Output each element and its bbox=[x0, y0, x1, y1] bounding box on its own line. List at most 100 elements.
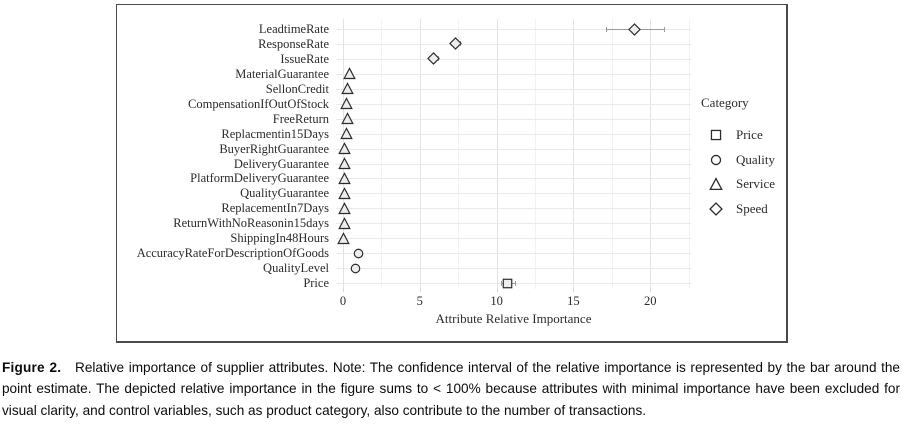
legend-icon-wrap bbox=[709, 201, 723, 216]
x-tick-label: 15 bbox=[567, 294, 580, 308]
y-axis-label: QualityGuarantee bbox=[240, 186, 329, 201]
service-triangle-marker bbox=[338, 216, 351, 230]
y-axis-labels: LeadtimeRate ResponseRate IssueRate Materia… bbox=[125, 19, 329, 290]
vertical-gridline-major bbox=[496, 19, 498, 289]
vertical-gridline-minor bbox=[458, 19, 460, 289]
y-axis-label: CompensationIfOutOfStock bbox=[188, 96, 329, 111]
row-gridline bbox=[336, 208, 691, 210]
y-axis-label: AccuracyRateForDescriptionOfGoods bbox=[136, 246, 329, 261]
x-axis: 0 5 10 15 20 bbox=[336, 289, 691, 309]
price-square-marker bbox=[501, 277, 514, 290]
row-gridline bbox=[336, 73, 691, 75]
triangle-icon bbox=[339, 97, 353, 110]
triangle-icon bbox=[338, 172, 351, 184]
y-axis-label: PlatformDeliveryGuarantee bbox=[190, 171, 329, 186]
vertical-gridline-major bbox=[573, 19, 575, 289]
triangle-icon bbox=[338, 157, 351, 170]
row-gridline bbox=[336, 268, 691, 269]
row-gridline bbox=[336, 43, 691, 45]
service-triangle-marker bbox=[342, 67, 356, 80]
legend-entry-service: Service bbox=[701, 172, 785, 197]
square-icon bbox=[502, 278, 513, 288]
confidence-interval-cap bbox=[515, 280, 516, 286]
speed-diamond-marker bbox=[448, 37, 462, 51]
row-gridline bbox=[336, 223, 691, 225]
legend-icon-wrap bbox=[709, 128, 723, 142]
triangle-icon bbox=[340, 127, 354, 140]
row-gridline bbox=[336, 163, 691, 165]
x-tick-label: 10 bbox=[490, 294, 503, 308]
y-axis-label: Price bbox=[303, 276, 329, 290]
figure-caption: Figure 2. Relative importance of supplie… bbox=[2, 357, 900, 421]
service-triangle-marker bbox=[341, 112, 354, 125]
legend-quality-circle-icon bbox=[710, 154, 722, 165]
triangle-icon bbox=[341, 112, 354, 125]
confidence-interval-cap bbox=[501, 280, 503, 286]
y-axis-label: LeadtimeRate bbox=[258, 22, 329, 36]
x-tick-mark bbox=[343, 289, 344, 292]
circle-icon bbox=[350, 263, 361, 273]
vertical-gridline-minor bbox=[611, 19, 613, 289]
x-tick-mark bbox=[573, 289, 575, 292]
confidence-interval-cap bbox=[605, 26, 607, 32]
legend-icon-wrap bbox=[709, 177, 723, 191]
y-axis-label: SellonCredit bbox=[265, 81, 329, 96]
y-axis-label: FreeReturn bbox=[272, 111, 329, 126]
y-axis-label: IssueRate bbox=[280, 51, 329, 66]
figure-caption-spacer bbox=[66, 360, 75, 375]
service-triangle-marker bbox=[338, 186, 352, 200]
legend-entry-price: Price bbox=[701, 123, 785, 148]
y-axis-label: ReplacementIn7Days bbox=[221, 201, 329, 216]
y-axis-label: ResponseRate bbox=[258, 36, 329, 51]
diamond-icon bbox=[427, 52, 440, 66]
diamond-icon bbox=[448, 37, 462, 51]
legend-entry-quality: Quality bbox=[701, 148, 785, 173]
x-tick-label: 5 bbox=[416, 294, 423, 308]
row-gridline bbox=[336, 29, 691, 30]
circle-icon bbox=[353, 248, 364, 258]
vertical-gridline-major bbox=[650, 19, 652, 289]
y-axis-label: Replacmentin15Days bbox=[221, 126, 329, 141]
legend-icon-wrap bbox=[709, 153, 723, 167]
vertical-gridline-major bbox=[419, 19, 421, 289]
legend-entry-speed: Speed bbox=[701, 197, 785, 222]
x-axis-title: Attribute Relative Importance bbox=[435, 311, 592, 326]
service-triangle-marker bbox=[339, 97, 353, 110]
triangle-icon bbox=[338, 201, 351, 214]
vertical-gridline-minor bbox=[688, 19, 690, 289]
triangle-icon bbox=[342, 67, 356, 80]
quality-circle-marker bbox=[352, 247, 365, 260]
service-triangle-marker bbox=[338, 201, 351, 215]
legend-speed-diamond-icon bbox=[709, 201, 723, 216]
y-axis-label: ReturnWithNoReasonin15days bbox=[173, 216, 329, 231]
triangle-icon bbox=[337, 231, 351, 244]
row-gridline bbox=[336, 193, 691, 195]
triangle-icon bbox=[338, 216, 351, 229]
legend: Category Price Quality Service Speed bbox=[701, 95, 785, 221]
legend-title: Category bbox=[701, 95, 749, 110]
x-tick-mark bbox=[650, 289, 652, 292]
legend-entry-label: Price bbox=[736, 127, 763, 143]
legend-service-triangle-icon bbox=[709, 177, 723, 191]
row-gridline bbox=[336, 148, 691, 150]
y-axis-label: MaterialGuarantee bbox=[235, 66, 329, 81]
vertical-gridline-minor bbox=[535, 19, 536, 289]
speed-diamond-marker bbox=[628, 22, 642, 36]
row-gridline bbox=[336, 103, 691, 105]
service-triangle-marker bbox=[340, 127, 354, 140]
chart-panel bbox=[336, 19, 691, 289]
row-gridline bbox=[336, 178, 691, 180]
legend-entry-label: Speed bbox=[736, 200, 768, 216]
service-triangle-marker bbox=[338, 142, 351, 155]
y-axis-label: QualityLevel bbox=[263, 261, 329, 275]
x-tick-label: 20 bbox=[643, 294, 657, 308]
figure-caption-text: Relative importance of supplier attribut… bbox=[2, 360, 900, 418]
legend-price-square-icon bbox=[710, 130, 722, 141]
quality-circle-marker bbox=[349, 262, 362, 275]
legend-entries: Price Quality Service Speed bbox=[701, 123, 785, 221]
x-tick-mark bbox=[496, 289, 498, 292]
diamond-icon bbox=[628, 22, 642, 36]
row-gridline bbox=[336, 133, 691, 135]
x-tick-mark bbox=[419, 289, 421, 292]
speed-diamond-marker bbox=[427, 52, 440, 66]
